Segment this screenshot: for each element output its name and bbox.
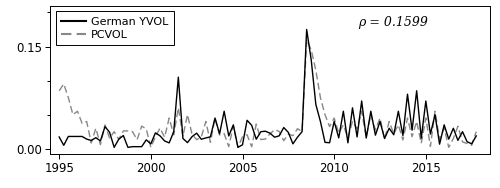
Legend: German YVOL, PCVOL: German YVOL, PCVOL xyxy=(56,11,174,45)
Text: ρ = 0.1599: ρ = 0.1599 xyxy=(358,16,428,29)
